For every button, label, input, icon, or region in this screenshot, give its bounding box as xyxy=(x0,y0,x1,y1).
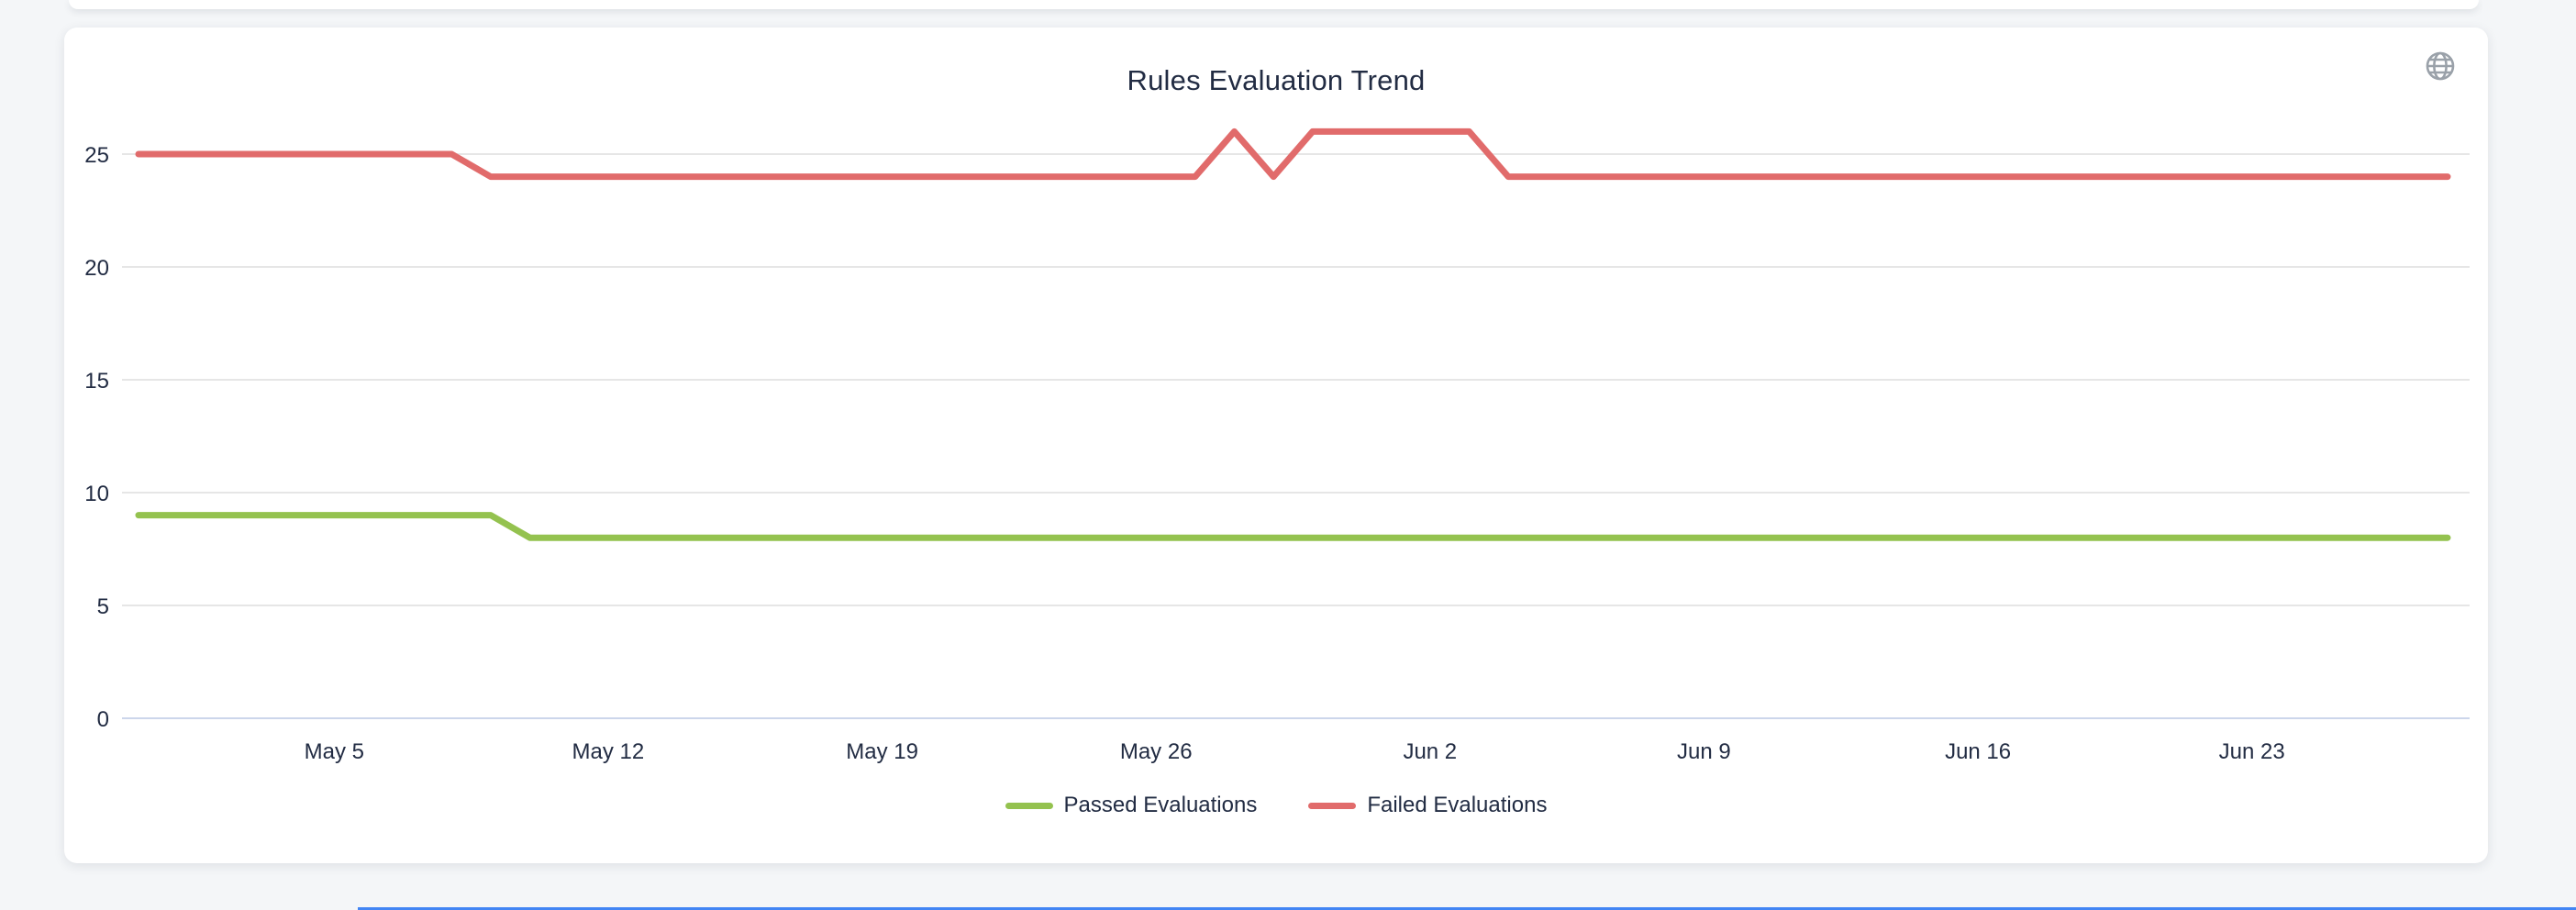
chart-title: Rules Evaluation Trend xyxy=(1127,64,1426,96)
bottom-accent-strip xyxy=(358,907,2576,910)
x-axis-label: Jun 16 xyxy=(1945,739,2011,764)
x-axis-label: Jun 9 xyxy=(1677,739,1731,764)
legend-label: Failed Evaluations xyxy=(1367,793,1548,817)
x-axis-label: May 19 xyxy=(846,739,918,764)
globe-icon xyxy=(2426,51,2455,81)
chart-legend: Passed Evaluations Failed Evaluations xyxy=(64,787,2488,824)
y-axis-label: 0 xyxy=(97,707,109,732)
previous-card-edge xyxy=(69,0,2479,9)
y-axis-label: 15 xyxy=(84,369,109,394)
x-axis-label: Jun 23 xyxy=(2219,739,2285,764)
legend-marker-passed-evaluations xyxy=(1005,802,1053,809)
chart-plot: 0 5 10 15 20 25 May 5 May 12 May 19 May 26 Jun 2 Ju… xyxy=(84,128,2470,764)
x-axis-label: May 5 xyxy=(305,739,364,764)
rules-evaluation-trend-card: Rules Evaluation Trend 0 5 10 15 20 25 May 5 Ma… xyxy=(64,28,2488,863)
y-axis-label: 5 xyxy=(97,594,109,619)
x-axis-label: May 26 xyxy=(1120,739,1193,764)
y-axis-label: 25 xyxy=(84,143,109,168)
legend-marker-failed-evaluations xyxy=(1308,802,1357,809)
legend-label: Passed Evaluations xyxy=(1063,793,1258,817)
x-axis-label: May 12 xyxy=(572,739,645,764)
legend-item-failed-evaluations[interactable]: Failed Evaluations xyxy=(1308,793,1547,818)
legend-item-passed-evaluations[interactable]: Passed Evaluations xyxy=(1005,793,1258,818)
series-line-passed-evaluations[interactable] xyxy=(135,512,2451,541)
x-axis-label: Jun 2 xyxy=(1403,739,1457,764)
y-axis-label: 20 xyxy=(84,256,109,281)
globe-icon-button[interactable] xyxy=(2422,48,2459,84)
series-line-failed-evaluations[interactable] xyxy=(135,128,2451,181)
y-axis-label: 10 xyxy=(84,482,109,506)
